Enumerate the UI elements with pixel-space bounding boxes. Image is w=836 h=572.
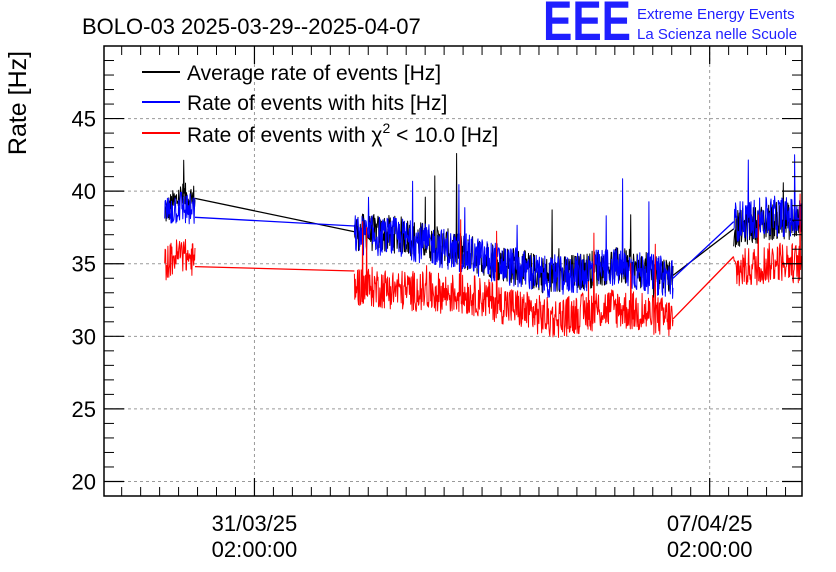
series-1-segment-0 — [164, 191, 196, 225]
chart-title: BOLO-03 2025-03-29--2025-04-07 — [82, 14, 421, 39]
series-layer — [164, 153, 802, 338]
y-tick-label: 30 — [72, 324, 96, 349]
y-axis-title: Rate [Hz] — [4, 51, 32, 155]
y-tick-label: 25 — [72, 397, 96, 422]
series-2-segment-4 — [733, 193, 802, 287]
x-tick-date: 07/04/25 — [667, 511, 753, 536]
series-0-segment-4 — [733, 182, 802, 248]
series-2-segment-1 — [194, 265, 355, 272]
eee-logo-mark: EEE — [543, 0, 631, 52]
y-tick-label: 45 — [72, 107, 96, 132]
series-1-segment-3 — [672, 221, 735, 279]
legend-label-chi2: Rate of events with χ2 < 10.0 [Hz] — [187, 120, 498, 147]
eee-logo-line2: La Scienza nelle Scuole — [637, 26, 797, 43]
series-1-segment-4 — [733, 154, 802, 242]
series-0 — [164, 153, 802, 300]
eee-logo-line1: Extreme Energy Events — [637, 6, 795, 23]
series-2-segment-2 — [353, 219, 674, 338]
series-2 — [164, 193, 802, 338]
y-tick-label: 40 — [72, 179, 96, 204]
y-tick-label: 35 — [72, 252, 96, 277]
series-2-segment-0 — [164, 239, 196, 281]
series-2-segment-3 — [672, 256, 735, 320]
series-1 — [164, 154, 802, 299]
series-1-segment-2 — [353, 178, 674, 299]
x-tick-date: 31/03/25 — [212, 511, 298, 536]
series-0-segment-3 — [672, 228, 735, 276]
y-tick-label: 20 — [72, 469, 96, 494]
legend-label-average: Average rate of events [Hz] — [187, 62, 441, 85]
x-tick-time: 02:00:00 — [667, 537, 753, 562]
y-tick-labels: 20 25 30 35 40 45 — [72, 107, 96, 495]
legend: Average rate of events [Hz] Rate of even… — [142, 62, 498, 147]
plot-frame — [103, 45, 803, 497]
series-0-segment-1 — [194, 197, 355, 233]
series-1-segment-1 — [194, 216, 355, 227]
axis-ticks — [104, 45, 802, 497]
eee-logo: EEE Extreme Energy Events La Scienza nel… — [543, 0, 797, 52]
legend-label-hits: Rate of events with hits [Hz] — [187, 92, 447, 115]
x-tick-time: 02:00:00 — [212, 537, 298, 562]
